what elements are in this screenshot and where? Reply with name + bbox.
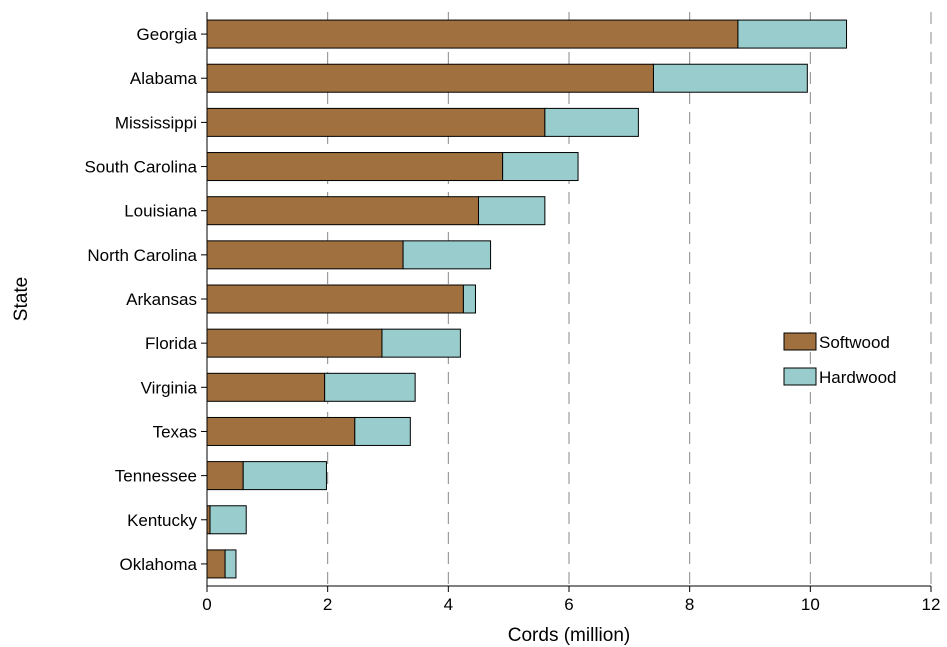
legend-label-hardwood: Hardwood [819, 368, 897, 387]
bar-softwood [206, 372, 326, 402]
bar-hardwood [224, 549, 237, 579]
category-label: Kentucky [127, 511, 197, 530]
y-axis-title: State [11, 277, 32, 321]
bar-hardwood [544, 107, 639, 137]
category-label: North Carolina [87, 246, 197, 265]
legend-swatch-hardwood [783, 367, 817, 386]
bar-softwood [206, 196, 479, 226]
bar-softwood [206, 63, 654, 93]
x-tick-label: 10 [801, 595, 820, 614]
category-label: Louisiana [124, 202, 197, 221]
bar-hardwood [324, 372, 416, 402]
bar-hardwood [354, 416, 411, 446]
x-tick-label: 8 [685, 595, 694, 614]
x-tick-label: 4 [444, 595, 453, 614]
category-label: Georgia [137, 25, 198, 44]
x-tick-label: 2 [323, 595, 332, 614]
category-label: Mississippi [115, 113, 197, 132]
x-tick-label: 0 [202, 595, 211, 614]
category-label: Arkansas [126, 290, 197, 309]
bar-softwood [206, 328, 383, 358]
category-labels: Georgia Alabama Mississippi South Carolina L… [85, 25, 207, 574]
category-label: Oklahoma [120, 555, 198, 574]
category-label: Texas [153, 422, 197, 441]
bar-softwood [206, 461, 244, 491]
bar-hardwood [242, 461, 327, 491]
bar-softwood [206, 416, 356, 446]
bar-hardwood [478, 196, 546, 226]
bar-hardwood [462, 284, 476, 314]
bar-hardwood [737, 19, 848, 49]
x-tick-label: 6 [564, 595, 573, 614]
bar-hardwood [652, 63, 808, 93]
bar-softwood [206, 284, 464, 314]
bars [206, 19, 848, 579]
bar-hardwood [502, 152, 579, 182]
x-tick-label: 12 [922, 595, 941, 614]
bar-softwood [206, 107, 546, 137]
category-label: Alabama [130, 69, 198, 88]
bar-softwood [206, 152, 504, 182]
category-label: South Carolina [85, 158, 198, 177]
bar-hardwood [402, 240, 492, 270]
bar-softwood [206, 240, 404, 270]
legend-label-softwood: Softwood [819, 333, 890, 352]
legend-swatch-softwood [783, 332, 817, 351]
category-label: Virginia [141, 378, 198, 397]
x-ticks: 0 2 4 6 8 10 12 [202, 586, 940, 614]
category-label: Tennessee [115, 467, 197, 486]
category-label: Florida [145, 334, 198, 353]
bar-softwood [206, 549, 226, 579]
bar-hardwood [381, 328, 461, 358]
legend: Softwood Hardwood [783, 332, 897, 387]
bar-hardwood [209, 505, 247, 535]
bar-softwood [206, 19, 739, 49]
x-axis-title: Cords (million) [508, 625, 630, 646]
